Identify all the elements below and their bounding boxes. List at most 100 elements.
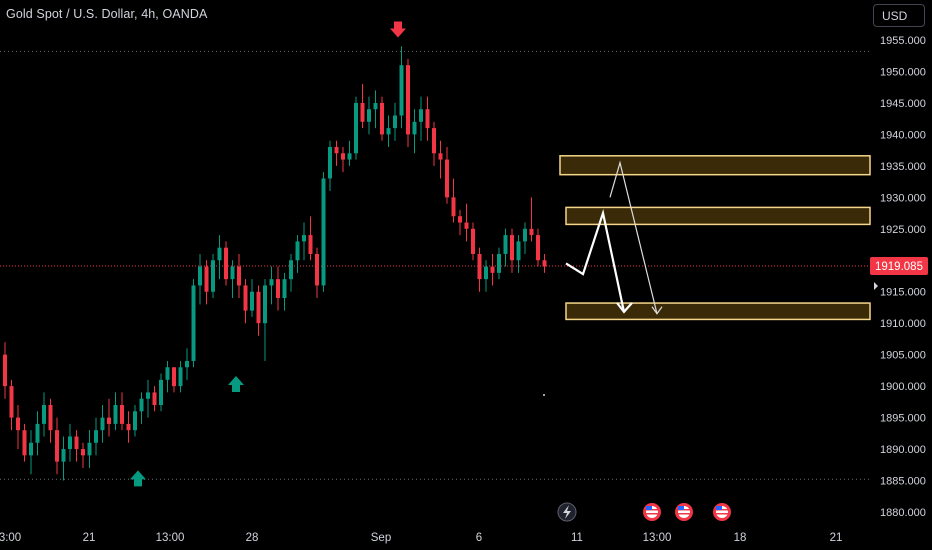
candle bbox=[81, 442, 85, 468]
symbol-title: Gold Spot / U.S. Dollar, 4h, OANDA bbox=[6, 7, 208, 21]
candle bbox=[282, 272, 287, 311]
candle bbox=[139, 392, 144, 424]
y-tick-label: 1880.000 bbox=[880, 507, 926, 519]
candle bbox=[315, 247, 319, 299]
candle bbox=[399, 46, 404, 129]
us-flag-event-icon[interactable] bbox=[713, 503, 731, 521]
candle bbox=[302, 222, 306, 261]
candle bbox=[198, 253, 202, 305]
candle bbox=[295, 235, 300, 273]
candle bbox=[237, 253, 241, 299]
zone-rectangle-1[interactable] bbox=[565, 206, 871, 226]
candle bbox=[217, 235, 222, 280]
x-tick-label: 13:00 bbox=[156, 532, 185, 544]
y-tick-label: 1885.000 bbox=[880, 476, 926, 488]
zone-rectangle-0[interactable] bbox=[559, 155, 871, 176]
candle bbox=[55, 417, 59, 475]
candle bbox=[529, 197, 534, 242]
candle bbox=[419, 96, 423, 141]
candle bbox=[490, 253, 495, 286]
candle bbox=[191, 279, 196, 368]
candle bbox=[211, 253, 215, 299]
signal-markers bbox=[130, 21, 545, 487]
y-tick-label: 1950.000 bbox=[880, 66, 926, 78]
x-tick-label: 18 bbox=[734, 532, 747, 544]
lightning-event-icon[interactable] bbox=[557, 502, 577, 522]
candle bbox=[510, 228, 514, 273]
candle bbox=[334, 140, 339, 166]
candle bbox=[471, 222, 475, 261]
projection-lines[interactable] bbox=[565, 160, 663, 315]
candle bbox=[74, 430, 79, 462]
y-tick-label: 1895.000 bbox=[880, 413, 926, 425]
event-icons[interactable] bbox=[557, 502, 731, 522]
x-tick-label: Sep bbox=[371, 532, 391, 544]
current-price-label: 1919.085 bbox=[875, 261, 923, 273]
candle bbox=[16, 405, 20, 450]
candle bbox=[9, 379, 14, 431]
candle bbox=[22, 423, 27, 462]
candle bbox=[230, 260, 235, 299]
candle bbox=[360, 84, 365, 129]
candle bbox=[94, 417, 98, 456]
candle bbox=[113, 392, 118, 431]
candle bbox=[185, 348, 189, 380]
candle bbox=[477, 247, 482, 292]
projection-path-primary[interactable] bbox=[565, 208, 626, 313]
y-tick-label: 1905.000 bbox=[880, 350, 926, 362]
candle bbox=[406, 58, 410, 147]
time-axis[interactable]: 3:00 21 13:00 28 Sep 6 11 13:00 18 21 bbox=[0, 532, 842, 544]
dot-marker bbox=[543, 394, 545, 396]
projection-path-secondary[interactable] bbox=[609, 160, 658, 314]
candle bbox=[536, 228, 540, 267]
us-flag-event-icon[interactable] bbox=[643, 503, 661, 521]
candle bbox=[542, 253, 547, 273]
candle bbox=[380, 96, 384, 141]
y-tick-label: 1935.000 bbox=[880, 161, 926, 173]
candle bbox=[159, 373, 163, 412]
x-tick-label: 21 bbox=[830, 532, 843, 544]
play-icon[interactable] bbox=[874, 282, 878, 290]
y-tick-label: 1925.000 bbox=[880, 224, 926, 236]
candle bbox=[204, 260, 209, 305]
candle bbox=[425, 96, 430, 141]
candle bbox=[432, 121, 436, 166]
candle bbox=[61, 436, 66, 481]
candle bbox=[451, 178, 456, 223]
zone-rectangle-2[interactable] bbox=[565, 302, 871, 321]
sell-arrow-icon bbox=[390, 21, 406, 38]
candle bbox=[133, 405, 137, 437]
candle bbox=[347, 140, 352, 166]
x-tick-label: 13:00 bbox=[643, 532, 672, 544]
x-tick-label: 21 bbox=[83, 532, 96, 544]
currency-selector[interactable]: USD bbox=[873, 4, 925, 27]
price-axis[interactable]: 1955.000 1950.000 1945.000 1940.000 1935.000… bbox=[870, 35, 928, 519]
candle bbox=[308, 216, 313, 261]
candle bbox=[341, 146, 345, 173]
current-price-tag bbox=[870, 257, 928, 276]
candle bbox=[412, 109, 417, 154]
us-flag-event-icon[interactable] bbox=[675, 503, 693, 521]
candle bbox=[367, 96, 371, 135]
candle bbox=[165, 360, 170, 393]
candle bbox=[250, 279, 254, 317]
candle bbox=[243, 279, 248, 324]
y-tick-label: 1930.000 bbox=[880, 192, 926, 204]
candle bbox=[152, 386, 157, 412]
candle bbox=[87, 430, 92, 468]
candle bbox=[263, 279, 267, 361]
zones[interactable] bbox=[559, 155, 871, 321]
y-tick-label: 1910.000 bbox=[880, 318, 926, 330]
candle bbox=[48, 398, 53, 443]
candle bbox=[126, 411, 131, 443]
candle bbox=[172, 367, 176, 393]
x-tick-label: 6 bbox=[476, 532, 482, 544]
candle bbox=[523, 222, 527, 254]
candle bbox=[120, 392, 124, 431]
candle bbox=[328, 140, 332, 192]
candle bbox=[178, 360, 183, 393]
candle bbox=[445, 146, 449, 204]
candle bbox=[3, 342, 7, 399]
candle bbox=[289, 253, 293, 292]
